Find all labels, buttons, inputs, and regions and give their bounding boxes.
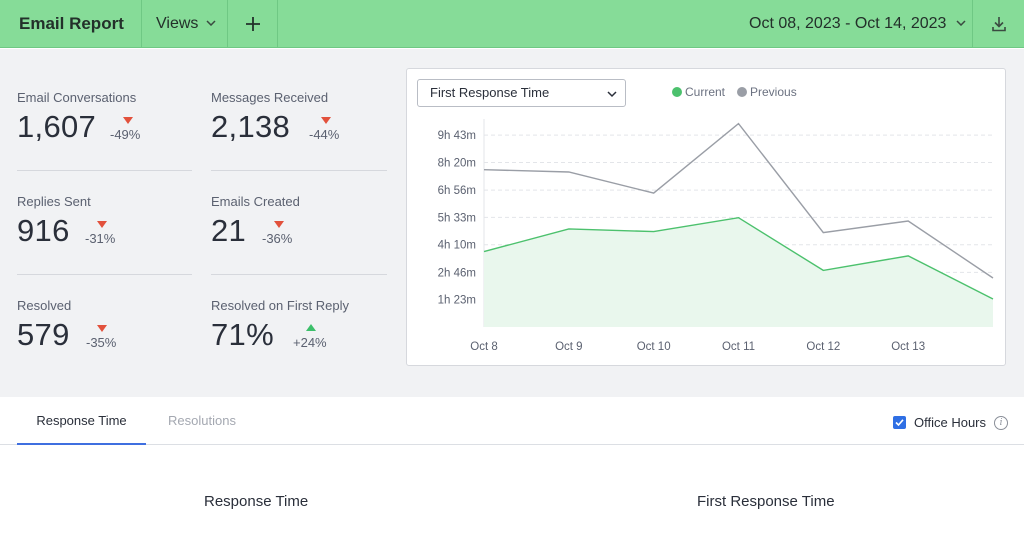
chevron-down-icon bbox=[607, 91, 617, 98]
metric-value: 916 bbox=[17, 213, 70, 248]
metric-label: Resolved bbox=[17, 298, 72, 313]
top-bar: Email Report Views Oct 08, 2023 - Oct 14… bbox=[0, 0, 1024, 48]
office-hours-toggle[interactable]: Office Hours i bbox=[893, 415, 1009, 430]
response-time-heading: Response Time bbox=[204, 493, 309, 510]
legend-label-current: Current bbox=[685, 85, 726, 99]
x-tick-label: Oct 10 bbox=[637, 341, 671, 353]
check-icon bbox=[895, 419, 904, 427]
trend-down-icon bbox=[97, 325, 107, 332]
metric-value: 579 bbox=[17, 317, 70, 352]
y-tick-label: 4h 10m bbox=[438, 240, 476, 252]
divider bbox=[17, 274, 192, 275]
date-range-picker[interactable]: Oct 08, 2023 - Oct 14, 2023 bbox=[735, 0, 973, 48]
info-icon[interactable]: i bbox=[994, 415, 1009, 430]
trend-down-icon bbox=[274, 221, 284, 228]
divider bbox=[211, 170, 387, 171]
metric-resolved: Resolved 579 -35% bbox=[17, 298, 192, 357]
x-tick-label: Oct 8 bbox=[470, 341, 497, 353]
metric-change: -49% bbox=[110, 127, 141, 142]
views-dropdown[interactable]: Views bbox=[142, 0, 228, 48]
metric-value: 2,138 bbox=[211, 109, 291, 144]
trend-down-icon bbox=[321, 117, 331, 124]
metric-label: Replies Sent bbox=[17, 194, 91, 209]
legend-previous[interactable]: Previous bbox=[737, 85, 797, 99]
chevron-down-icon bbox=[206, 20, 216, 26]
y-tick-label: 5h 33m bbox=[438, 212, 476, 224]
metric-label: Resolved on First Reply bbox=[211, 298, 349, 313]
download-icon bbox=[991, 17, 1006, 32]
legend-dot-current bbox=[672, 87, 682, 97]
legend-current[interactable]: Current bbox=[672, 85, 725, 99]
series-area-current bbox=[484, 217, 993, 327]
chart-card: First Response Time Current Previous 1h … bbox=[406, 68, 1006, 366]
y-tick-label: 6h 56m bbox=[438, 185, 476, 197]
plus-icon bbox=[245, 17, 260, 31]
metric-change: -36% bbox=[262, 231, 293, 246]
x-tick-label: Oct 12 bbox=[806, 341, 840, 353]
trend-down-icon bbox=[97, 221, 107, 228]
divider bbox=[17, 170, 192, 171]
series-line-previous bbox=[483, 122, 994, 279]
trend-up-icon bbox=[306, 324, 316, 331]
tab-response-time[interactable]: Response Time bbox=[17, 397, 146, 445]
trend-down-icon bbox=[123, 117, 133, 124]
line-chart: 1h 23m 2h 46m 4h 10m 5h 33m 6h 56m 8h 20m 9h 4… bbox=[438, 119, 994, 353]
legend-dot-previous bbox=[737, 87, 747, 97]
add-view-button[interactable] bbox=[228, 0, 278, 48]
metric-replies-sent: Replies Sent 916 -31% bbox=[17, 194, 192, 253]
metric-change: -31% bbox=[85, 231, 116, 246]
office-hours-label: Office Hours bbox=[914, 415, 987, 430]
first-response-time-heading: First Response Time bbox=[697, 493, 835, 510]
divider bbox=[211, 274, 387, 275]
metric-value: 1,607 bbox=[17, 109, 97, 144]
report-title: Email Report bbox=[0, 0, 142, 48]
y-tick-label: 9h 43m bbox=[438, 130, 476, 142]
tab-resolutions[interactable]: Resolutions bbox=[168, 413, 236, 428]
office-hours-checkbox[interactable] bbox=[893, 416, 906, 429]
metric-label: Emails Created bbox=[211, 194, 300, 209]
metric-change: +24% bbox=[293, 335, 327, 350]
metric-value: 71% bbox=[211, 317, 274, 352]
tab-bar: Response Time Resolutions bbox=[0, 397, 1024, 445]
metric-emails-created: Emails Created 21 -36% bbox=[211, 194, 387, 253]
metric-select-value: First Response Time bbox=[430, 85, 550, 100]
metric-value: 21 bbox=[211, 213, 247, 248]
metric-messages-received: Messages Received 2,138 -44% bbox=[211, 90, 387, 149]
x-tick-label: Oct 9 bbox=[555, 341, 582, 353]
metric-change: -44% bbox=[309, 127, 340, 142]
metric-label: Email Conversations bbox=[17, 90, 137, 105]
date-range-label: Oct 08, 2023 - Oct 14, 2023 bbox=[749, 15, 947, 32]
x-tick-label: Oct 13 bbox=[891, 341, 925, 353]
download-button[interactable] bbox=[973, 0, 1024, 48]
x-tick-label: Oct 11 bbox=[722, 341, 755, 353]
y-tick-label: 1h 23m bbox=[438, 295, 476, 307]
metric-change: -35% bbox=[86, 335, 117, 350]
chevron-down-icon bbox=[956, 20, 966, 26]
views-label: Views bbox=[156, 15, 199, 32]
metric-label: Messages Received bbox=[211, 90, 329, 105]
y-tick-label: 8h 20m bbox=[438, 157, 476, 169]
metric-email-conversations: Email Conversations 1,607 -49% bbox=[17, 90, 192, 149]
metric-select[interactable]: First Response Time bbox=[417, 79, 626, 107]
metric-resolved-first-reply: Resolved on First Reply 71% +24% bbox=[211, 298, 387, 357]
series-line-current bbox=[483, 216, 994, 300]
y-tick-label: 2h 46m bbox=[438, 267, 476, 279]
legend-label-previous: Previous bbox=[750, 85, 797, 99]
